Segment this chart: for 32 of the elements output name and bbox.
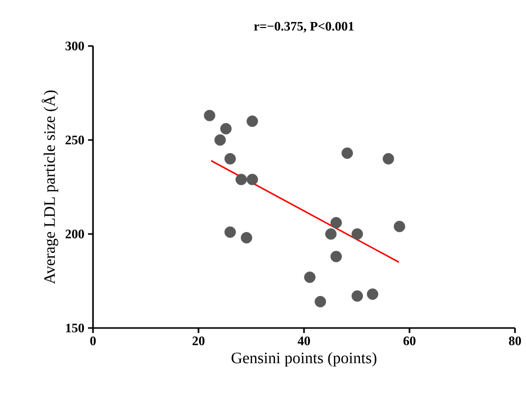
y-axis-title: Average LDL particle size (Å): [42, 90, 58, 284]
point: [224, 153, 236, 164]
y-tick-label: 150: [66, 324, 84, 332]
x-tick-label: 80: [508, 336, 521, 346]
x-tick-label: 60: [403, 336, 416, 346]
point: [246, 174, 258, 186]
point: [325, 228, 337, 240]
x-tick-label: 40: [298, 336, 310, 346]
point: [224, 226, 236, 238]
point: [352, 228, 363, 240]
chart-title: r=−0.375, P<0.001: [254, 22, 354, 32]
point: [382, 153, 394, 164]
point: [214, 134, 226, 146]
x-tick-label: 20: [192, 336, 204, 346]
y-tick-label: 300: [66, 42, 84, 50]
point: [330, 217, 342, 228]
point: [304, 272, 316, 283]
point: [220, 123, 232, 134]
point: [394, 220, 406, 232]
y-tick-label: 250: [66, 136, 84, 144]
point: [246, 116, 258, 127]
x-axis-title: Gensini points (points): [232, 352, 376, 367]
point: [330, 250, 342, 262]
y-tick-label: 200: [66, 230, 84, 238]
point: [352, 290, 363, 302]
point: [366, 288, 378, 300]
point: [204, 110, 216, 122]
point: [236, 174, 247, 186]
point: [240, 232, 252, 244]
x-tick-label: 0: [90, 336, 96, 346]
point: [314, 296, 326, 308]
point: [342, 147, 353, 159]
